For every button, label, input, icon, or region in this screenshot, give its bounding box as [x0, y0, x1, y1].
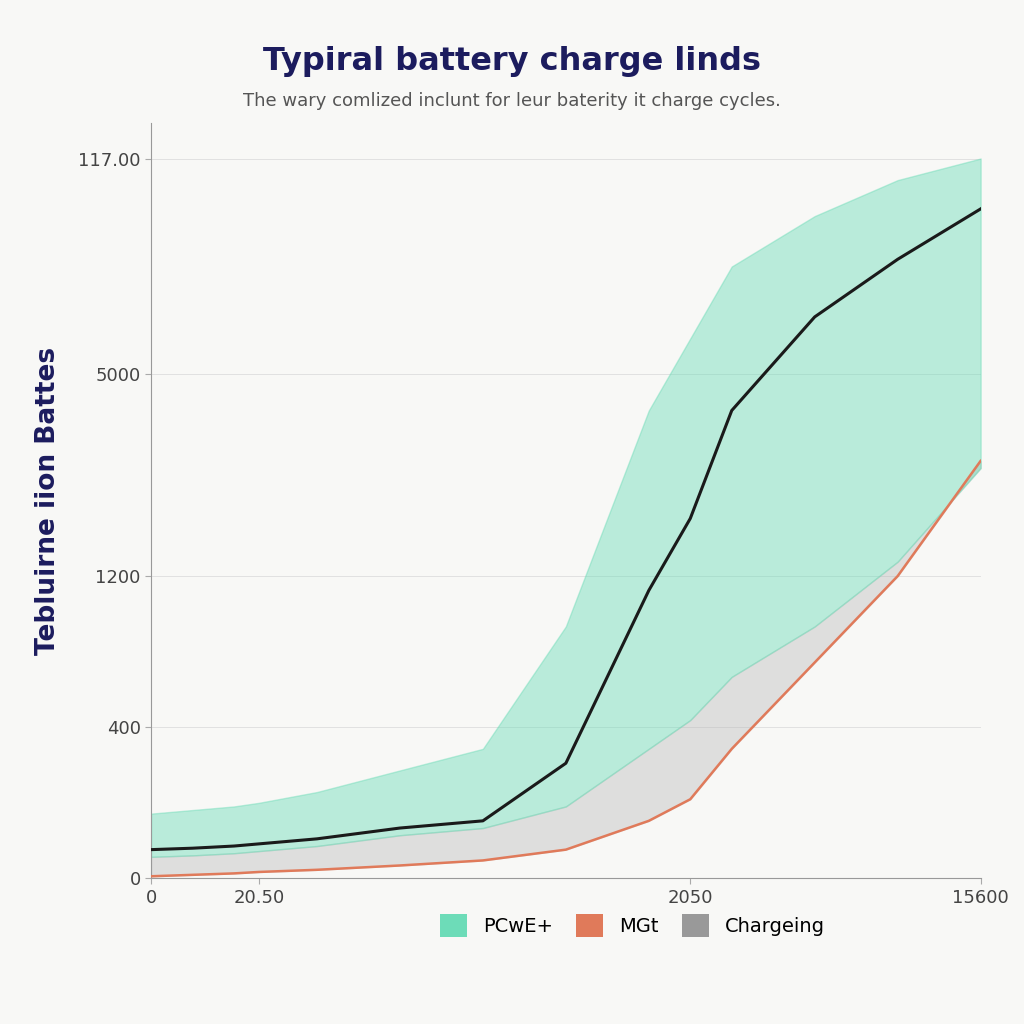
Text: Typiral battery charge linds: Typiral battery charge linds [263, 46, 761, 77]
Text: The wary comlized inclunt for leur baterity it charge cycles.: The wary comlized inclunt for leur bater… [243, 92, 781, 111]
Y-axis label: Tebluirne iion Battes: Tebluirne iion Battes [36, 346, 61, 654]
Legend: PCwE+, MGt, Chargeing: PCwE+, MGt, Chargeing [432, 906, 833, 944]
